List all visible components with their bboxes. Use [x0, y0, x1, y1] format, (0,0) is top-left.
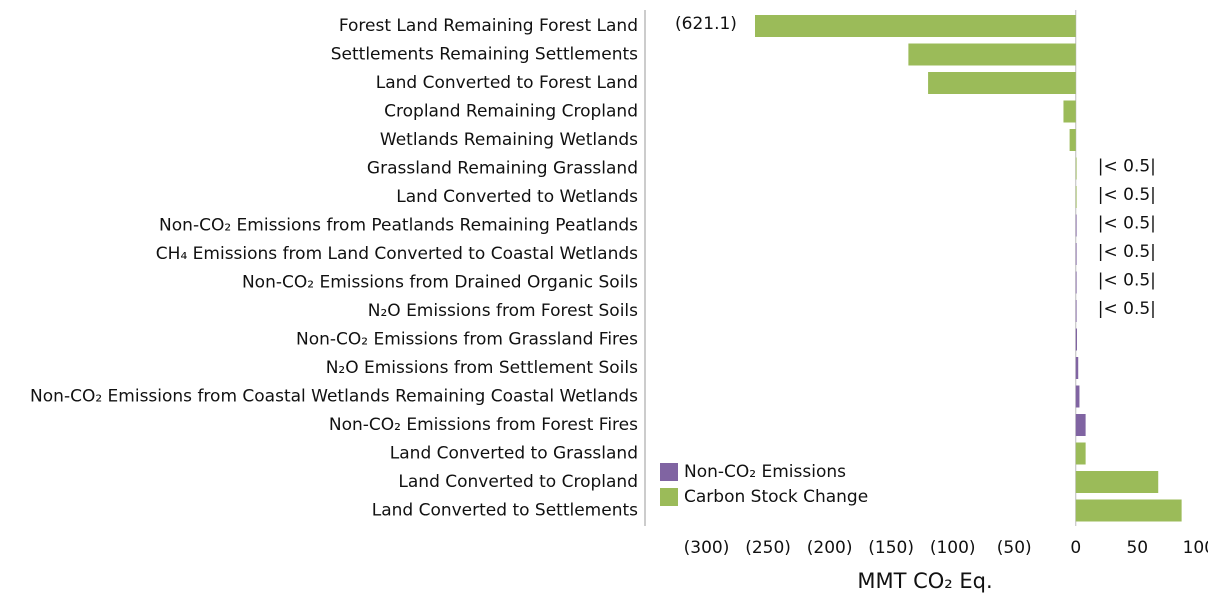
- bar: [1075, 357, 1079, 379]
- x-tick-label: (200): [807, 538, 853, 558]
- y-tick-label: Land Converted to Cropland: [398, 472, 638, 492]
- legend-label: Non-CO₂ Emissions: [684, 462, 846, 482]
- bar: [1075, 271, 1077, 294]
- y-tick-label: N₂O Emissions from Forest Soils: [368, 301, 638, 321]
- value-label: |< 0.5|: [1098, 242, 1156, 262]
- legend-label: Carbon Stock Change: [684, 487, 868, 507]
- x-tick-label: 50: [1126, 538, 1148, 558]
- y-tick-label: Non-CO₂ Emissions from Drained Organic S…: [242, 273, 638, 293]
- y-tick-label: Grassland Remaining Grassland: [367, 159, 638, 179]
- value-label: |< 0.5|: [1098, 214, 1156, 234]
- bar: [1075, 243, 1077, 265]
- bar: [1075, 414, 1086, 436]
- y-tick-label: Land Converted to Grassland: [390, 444, 638, 464]
- bar: [755, 15, 1076, 37]
- x-tick-label: (100): [930, 538, 976, 558]
- x-tick-label: 100: [1183, 538, 1208, 558]
- y-tick-label: Wetlands Remaining Wetlands: [380, 130, 638, 150]
- y-tick-label: Non-CO₂ Emissions from Coastal Wetlands …: [30, 387, 638, 407]
- y-tick-label: CH₄ Emissions from Land Converted to Coa…: [156, 244, 638, 264]
- x-tick-label: (250): [745, 538, 791, 558]
- bar: [1075, 442, 1086, 465]
- x-tick-label: (150): [868, 538, 914, 558]
- bar: [908, 43, 1076, 66]
- y-tick-label: Settlements Remaining Settlements: [331, 45, 638, 65]
- y-tick-label: N₂O Emissions from Settlement Soils: [326, 358, 638, 378]
- bar: [928, 72, 1076, 94]
- bar: [1075, 499, 1182, 522]
- x-tick-label: 0: [1070, 538, 1081, 558]
- value-label: |< 0.5|: [1098, 271, 1156, 291]
- y-tick-label: Non-CO₂ Emissions from Peatlands Remaini…: [159, 216, 638, 236]
- y-tick-label: Land Converted to Wetlands: [396, 187, 638, 207]
- y-tick-label: Cropland Remaining Cropland: [384, 102, 638, 122]
- value-label: |< 0.5|: [1098, 299, 1156, 319]
- bar: [1075, 328, 1077, 351]
- value-label: |< 0.5|: [1098, 157, 1156, 177]
- y-tick-label: Land Converted to Settlements: [372, 501, 638, 521]
- x-axis-title: MMT CO₂ Eq.: [857, 569, 992, 593]
- value-label: (621.1): [675, 14, 737, 34]
- bar: [1063, 100, 1076, 123]
- bar: [1069, 129, 1076, 151]
- value-label: |< 0.5|: [1098, 185, 1156, 205]
- bar: [1075, 385, 1080, 408]
- bar: [1075, 186, 1077, 208]
- bar: [1075, 471, 1159, 493]
- legend-swatch: [660, 488, 678, 506]
- bar: [1075, 157, 1077, 180]
- y-tick-label: Non-CO₂ Emissions from Forest Fires: [329, 415, 638, 435]
- y-tick-label: Non-CO₂ Emissions from Grassland Fires: [296, 330, 638, 350]
- x-tick-label: (300): [684, 538, 730, 558]
- legend-swatch: [660, 463, 678, 481]
- bar: [1075, 214, 1077, 237]
- x-tick-label: (50): [997, 538, 1032, 558]
- y-tick-label: Forest Land Remaining Forest Land: [339, 16, 638, 36]
- bar: [1075, 300, 1077, 322]
- y-tick-label: Land Converted to Forest Land: [376, 73, 638, 93]
